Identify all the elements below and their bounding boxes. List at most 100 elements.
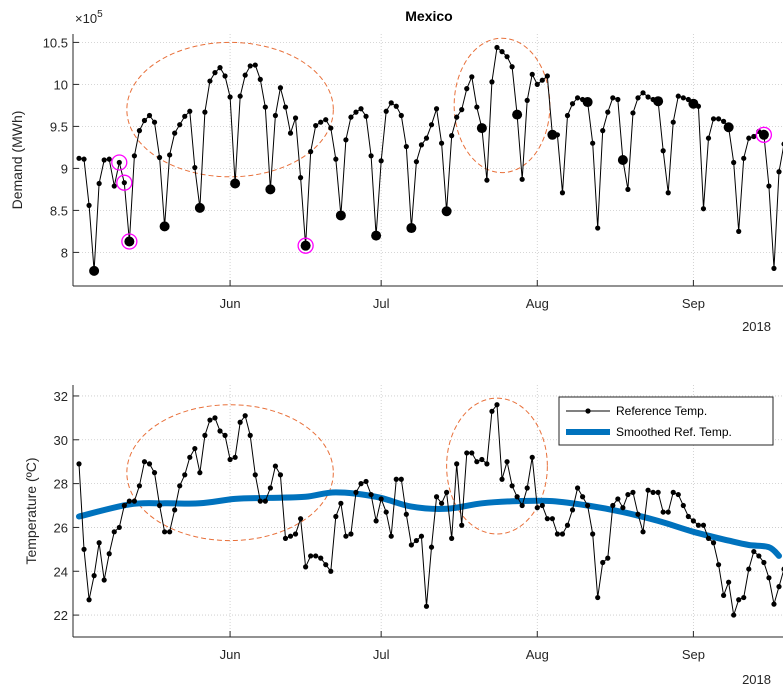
demand-point	[710, 116, 717, 122]
temperature-point	[227, 456, 233, 463]
temperature-point	[116, 524, 122, 531]
temperature-point	[544, 516, 550, 522]
demand-point	[403, 143, 409, 150]
temperature-point	[595, 594, 601, 601]
temperature-point	[252, 472, 258, 478]
demand-point	[569, 101, 576, 107]
demand-highlight-circles	[111, 126, 773, 254]
demand-point	[287, 130, 294, 136]
demand-point	[665, 190, 671, 196]
demand-point	[660, 148, 666, 154]
temperature-point	[151, 470, 158, 476]
temperature-point	[182, 472, 188, 478]
demand-y-tick-labels: 8 8.5 9 9.5 10 10.5	[43, 35, 68, 260]
x-tick-label: Aug	[526, 647, 549, 662]
x-tick-label: Jul	[373, 296, 390, 311]
legend-smoothed-label: Smoothed Ref. Temp.	[616, 425, 732, 439]
temperature-point	[353, 489, 359, 495]
demand-point	[282, 104, 289, 110]
temperature-point	[761, 559, 767, 566]
demand-point	[625, 186, 631, 192]
temperature-point	[86, 597, 92, 603]
temperature-point	[76, 461, 82, 467]
demand-weekly-low-marker	[582, 97, 593, 108]
demand-point	[700, 206, 707, 212]
temperature-point	[605, 555, 611, 561]
temperature-point	[348, 531, 354, 537]
temperature-point	[247, 432, 253, 438]
demand-point	[499, 49, 505, 55]
temperature-point	[277, 472, 284, 478]
demand-point	[474, 104, 480, 110]
temperature-point	[454, 461, 460, 467]
demand-grid	[73, 34, 783, 286]
demand-point	[771, 265, 777, 271]
reference-temperature-markers	[76, 402, 783, 618]
demand-point	[413, 159, 420, 165]
temperature-point	[444, 489, 450, 495]
demand-weekly-low-marker	[723, 122, 734, 133]
demand-point	[459, 107, 465, 113]
demand-point	[509, 64, 515, 70]
demand-point	[141, 117, 148, 124]
demand-point	[519, 176, 525, 182]
temperature-y-tick-labels: 22 24 26 28 30 32	[54, 389, 68, 623]
temperature-point	[222, 432, 228, 438]
temperature-point	[131, 498, 137, 504]
temperature-point	[313, 553, 319, 559]
demand-point	[252, 62, 258, 68]
demand-point	[242, 72, 248, 78]
y-tick-label: 22	[54, 608, 68, 623]
temperature-point	[267, 485, 273, 491]
demand-point	[746, 135, 752, 141]
demand-point	[494, 44, 500, 51]
temperature-year-label: 2018	[742, 672, 771, 687]
temperature-point	[212, 415, 218, 421]
demand-point	[262, 104, 268, 110]
temperature-point	[484, 461, 490, 467]
demand-point	[469, 74, 475, 80]
demand-point	[207, 78, 213, 84]
temperature-point	[197, 470, 203, 476]
temperature-point	[726, 579, 732, 585]
demand-point	[333, 156, 339, 162]
legend-reference-label: Reference Temp.	[616, 404, 707, 418]
temperature-point	[177, 483, 183, 489]
temperature-point	[549, 516, 555, 522]
demand-point	[675, 93, 681, 99]
demand-point	[418, 142, 425, 148]
temperature-point	[539, 502, 545, 509]
temperature-point	[776, 584, 782, 590]
temperature-point	[217, 428, 223, 434]
temperature-point	[237, 419, 243, 425]
temperature-point	[403, 511, 409, 517]
temperature-point	[685, 513, 691, 520]
temperature-point	[323, 562, 329, 568]
temperature-point	[383, 509, 389, 515]
temperature-point	[756, 553, 762, 559]
demand-x-tick-labels: Jun Jul Aug Sep	[220, 296, 705, 311]
demand-plot-area	[73, 34, 783, 286]
demand-point	[438, 140, 445, 146]
demand-point	[116, 159, 122, 166]
demand-weekly-low-marker	[617, 155, 628, 165]
temperature-point	[141, 459, 148, 465]
temperature-point	[172, 507, 178, 513]
demand-point	[222, 73, 228, 79]
temperature-point	[524, 485, 530, 491]
demand-point	[504, 54, 510, 60]
temperature-point	[625, 491, 631, 498]
temperature-point	[363, 478, 369, 485]
temperature-point	[126, 498, 132, 504]
legend: Reference Temp. Smoothed Ref. Temp.	[558, 396, 774, 446]
demand-point	[151, 119, 158, 125]
demand-point	[136, 128, 143, 134]
demand-axes	[72, 34, 783, 287]
demand-point	[156, 154, 163, 161]
demand-point	[559, 190, 566, 196]
demand-point	[76, 155, 82, 161]
demand-point	[257, 76, 263, 82]
demand-weekly-low-marker	[159, 221, 170, 232]
x-tick-label: Aug	[526, 296, 549, 311]
temperature-y-label: Temperature (ºC)	[23, 457, 39, 564]
